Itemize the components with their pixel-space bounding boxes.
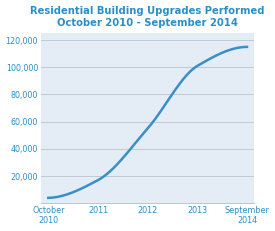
- Title: Residential Building Upgrades Performed
October 2010 - September 2014: Residential Building Upgrades Performed …: [30, 6, 265, 28]
